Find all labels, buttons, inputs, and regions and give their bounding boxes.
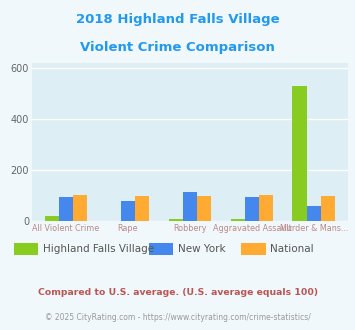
Text: Violent Crime Comparison: Violent Crime Comparison xyxy=(80,41,275,54)
Bar xyxy=(183,192,197,221)
Bar xyxy=(259,195,273,221)
Text: Highland Falls Village: Highland Falls Village xyxy=(43,244,154,254)
Bar xyxy=(245,197,259,221)
Bar xyxy=(169,218,183,221)
Bar xyxy=(307,206,321,221)
Bar xyxy=(321,196,335,221)
Bar xyxy=(73,195,87,221)
Bar xyxy=(121,201,135,221)
Text: New York: New York xyxy=(178,244,225,254)
Text: © 2025 CityRating.com - https://www.cityrating.com/crime-statistics/: © 2025 CityRating.com - https://www.city… xyxy=(45,313,310,322)
Bar xyxy=(197,196,211,221)
Text: Compared to U.S. average. (U.S. average equals 100): Compared to U.S. average. (U.S. average … xyxy=(38,287,317,297)
Text: 2018 Highland Falls Village: 2018 Highland Falls Village xyxy=(76,13,279,26)
Bar xyxy=(230,218,245,221)
Bar xyxy=(59,197,73,221)
Text: National: National xyxy=(270,244,314,254)
Bar xyxy=(293,86,307,221)
Bar xyxy=(135,196,149,221)
Bar xyxy=(45,216,59,221)
